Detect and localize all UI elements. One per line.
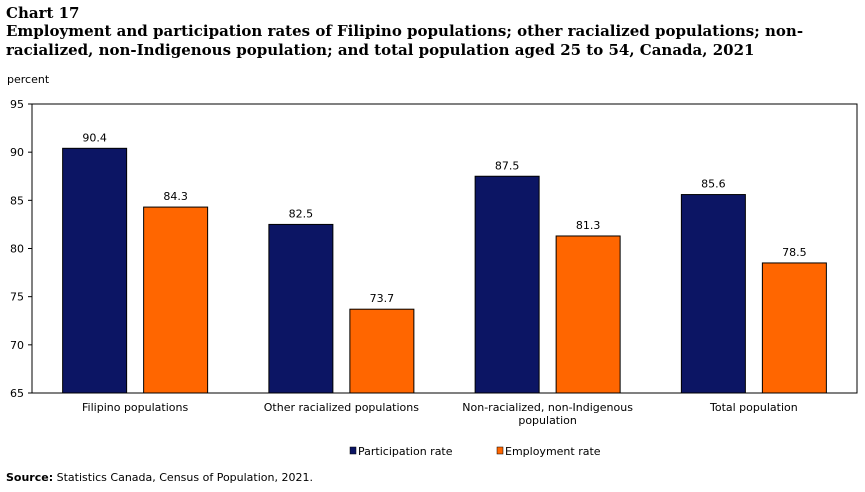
data-label: 82.5 [289,207,314,220]
y-axis-label: percent [7,73,50,86]
data-label: 87.5 [495,159,520,172]
y-tick-label: 85 [10,194,24,207]
y-tick-label: 75 [10,291,24,304]
bar-employment [555,235,621,394]
data-label: 78.5 [782,246,807,259]
legend-label: Participation rate [358,445,453,458]
chart-number: Chart 17 [6,4,80,22]
bar-employment [761,262,827,394]
data-label: 73.7 [370,292,395,305]
source-label: Source: [6,471,54,484]
bar-participation [62,147,128,394]
x-category-label: Total population [709,401,798,414]
bar-employment [349,308,415,394]
source-note: Source: Statistics Canada, Census of Pop… [6,471,313,484]
x-category-label: Other racialized populations [264,401,420,414]
y-tick-label: 80 [10,243,24,256]
data-label: 90.4 [82,131,107,144]
y-tick-label: 65 [10,387,24,400]
x-category-label: Filipino populations [82,401,188,414]
bar-participation [474,175,540,394]
data-label: 84.3 [163,190,188,203]
bar-participation [680,194,746,394]
bar-employment [143,206,209,394]
legend-label: Employment rate [505,445,601,458]
data-label: 85.6 [701,178,726,191]
y-tick-label: 95 [10,98,24,111]
legend-swatch-participation [349,446,357,455]
chart-header: Chart 17 Employment and participation ra… [6,4,856,60]
x-category-label: Non-racialized, non-Indigenous population [462,401,633,427]
bar-participation [268,223,334,394]
y-tick-label: 90 [10,146,24,159]
legend-swatch-employment [496,446,504,455]
source-text: Statistics Canada, Census of Population,… [53,471,313,484]
y-tick-label: 70 [10,339,24,352]
data-label: 81.3 [576,219,601,232]
chart-title: Employment and participation rates of Fi… [6,22,804,59]
